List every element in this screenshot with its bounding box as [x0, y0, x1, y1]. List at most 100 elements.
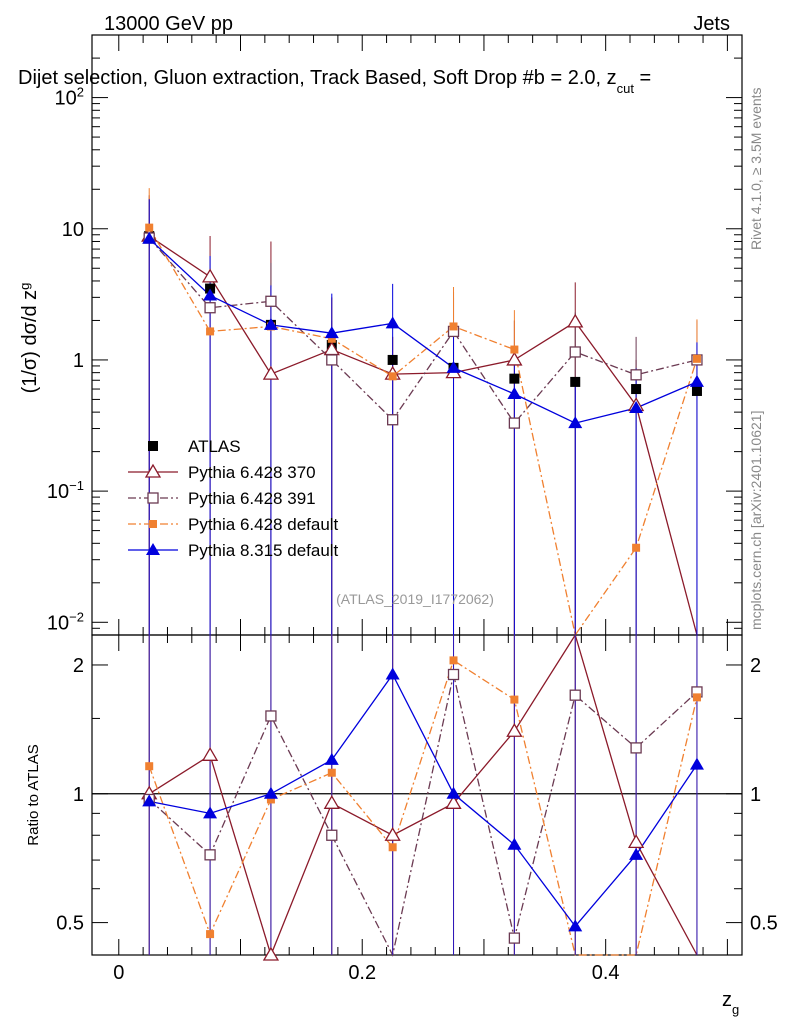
ratio-y-tick-label-right: 1 [750, 784, 761, 806]
ratio-pythia-8-315-default-point [507, 837, 522, 850]
legend-marker [146, 543, 160, 555]
ratio-pythia-6-428-391-point [569, 689, 581, 701]
ratio-pythia-8-315-default-point [629, 847, 644, 860]
series-pythia-8-315-default-point [629, 401, 644, 414]
rivet-label: Rivet 4.1.0, ≥ 3.5M events [748, 87, 764, 250]
series-pythia-6-428-391-point [265, 295, 277, 307]
ratio-pythia-8-315-default-point [689, 757, 704, 770]
series-pythia-6-428-default-line [148, 227, 698, 637]
legend-marker [147, 492, 159, 504]
series-pythia-6-428-default-point [145, 223, 154, 232]
legend-marker [148, 441, 158, 451]
ratio-pythia-6-428-default-point [449, 656, 458, 665]
ratio-pythia-6-428-default-point [692, 693, 701, 702]
series-pythia-8-315-default-line [148, 238, 698, 424]
series-pythia-6-428-default-point [449, 322, 458, 331]
legend-label: Pythia 6.428 default [188, 515, 339, 534]
series-pythia-6-428-391-line [148, 237, 698, 425]
series-pythia-8-315-default-point [568, 416, 583, 429]
process-label: Jets [693, 13, 730, 35]
ratio-pythia-8-315-default-point [263, 786, 278, 799]
ratio-pythia-6-428-default-point [510, 695, 519, 704]
main-series-layer [141, 188, 704, 637]
legend-label: Pythia 8.315 default [188, 541, 339, 560]
ratio-y-tick-label-left: 2 [73, 655, 84, 677]
ratio-y-tick-label-right: 0.5 [750, 913, 778, 935]
series-pythia-6-428-default-point [206, 327, 215, 336]
ratio-pythia-8-315-default-point [324, 752, 339, 765]
x-tick-label: 0.2 [348, 962, 376, 984]
ratio-pythia-8-315-default-point [385, 667, 400, 680]
main-y-axis-label: (1/σ) dσ/d zg [17, 283, 41, 394]
ratio-pythia-6-428-391-line [148, 674, 698, 957]
plot-title: Dijet selection, Gluon extraction, Track… [18, 67, 651, 96]
ratio-pythia-6-428-391-point [265, 710, 277, 722]
series-pythia-6-428-default-point [327, 334, 336, 343]
ratio-pythia-6-428-391-point [630, 742, 642, 754]
series-pythia-6-428-370-line [148, 235, 698, 636]
analysis-watermark: (ATLAS_2019_I1772062) [336, 591, 494, 607]
ratio-pythia-6-428-370-point [506, 722, 523, 737]
energy-label: 13000 GeV pp [104, 13, 233, 35]
ratio-pythia-6-428-370-point [262, 946, 280, 961]
series-pythia-8-315-default-point [142, 231, 157, 244]
ratio-pythia-6-428-391-point [326, 829, 338, 841]
ratio-y-tick-label-left: 1 [73, 784, 84, 806]
series-atlas-point [631, 384, 642, 395]
ratio-y-tick-label-right: 2 [750, 655, 761, 677]
legend-marker [149, 520, 157, 528]
ratio-pythia-6-428-default-line [148, 659, 698, 956]
ratio-series-layer [141, 633, 704, 961]
ratio-pythia-8-315-default-point [203, 806, 218, 819]
series-atlas-point [570, 376, 581, 387]
series-pythia-8-315-default-point [324, 326, 339, 339]
ratio-pythia-6-428-370-point [201, 747, 219, 761]
series-pythia-6-428-391-point [569, 346, 581, 358]
series-pythia-6-428-370-point [262, 365, 280, 380]
ratio-pythia-6-428-default-point [388, 843, 397, 852]
x-axis-label: zg [722, 989, 739, 1017]
series-pythia-6-428-370-point [567, 313, 584, 328]
legend-marker [144, 463, 162, 478]
series-pythia-8-315-default-point [385, 316, 400, 329]
ratio-y-axis-label: Ratio to ATLAS [25, 744, 42, 845]
legend: ATLAS Pythia 6.428 370 Pythia 6.428 391 Pyt… [128, 437, 339, 560]
ratio-pythia-6-428-391-point [508, 932, 521, 944]
series-pythia-8-315-default-point [507, 386, 522, 399]
ratio-axis-ticks: 0.5 0.5 1 1 2 2 0 0.2 0.4 [56, 635, 778, 984]
series-pythia-6-428-370-point [506, 351, 523, 366]
series-pythia-6-428-default-point [632, 543, 641, 552]
mcplots-label: mcplots.cern.ch [arXiv:2401.10621] [748, 411, 764, 630]
series-pythia-6-428-391-point [387, 414, 399, 426]
series-atlas-point [509, 373, 520, 384]
x-tick-label: 0 [113, 962, 124, 984]
legend-label: Pythia 6.428 370 [188, 463, 316, 482]
series-pythia-6-428-391-point [326, 354, 338, 366]
series-pythia-8-315-default-point [203, 288, 218, 301]
main-y-tick-label: 10 [62, 219, 84, 241]
ratio-pythia-6-428-default-point [206, 930, 215, 939]
series-pythia-6-428-default-point [692, 354, 701, 363]
ratio-panel-frame [91, 634, 743, 956]
main-y-tick-label: 1 [73, 350, 84, 372]
series-pythia-6-428-391-point [630, 369, 642, 381]
series-pythia-8-315-default-point [689, 374, 704, 387]
ratio-pythia-8-315-default-point [446, 786, 461, 799]
ratio-y-tick-label-left: 0.5 [56, 913, 84, 935]
ratio-pythia-8-315-default-point [142, 794, 157, 807]
series-atlas-point [691, 385, 702, 396]
series-pythia-6-428-default-point [388, 372, 397, 381]
ratio-pythia-8-315-default-line [149, 673, 698, 928]
ratio-pythia-6-428-370-point [627, 834, 645, 849]
main-axis-ticks: 10−2 10−1 1 10 102 [47, 34, 742, 636]
legend-label: Pythia 6.428 391 [188, 489, 316, 508]
series-pythia-6-428-370-point [201, 268, 219, 283]
series-atlas-point [387, 354, 398, 365]
ratio-pythia-6-428-370-point [323, 795, 340, 809]
x-tick-label: 0.4 [592, 962, 620, 984]
series-pythia-6-428-391-point [508, 417, 521, 429]
main-y-tick-label: 102 [55, 85, 84, 110]
ratio-pythia-6-428-default-point [266, 795, 275, 804]
